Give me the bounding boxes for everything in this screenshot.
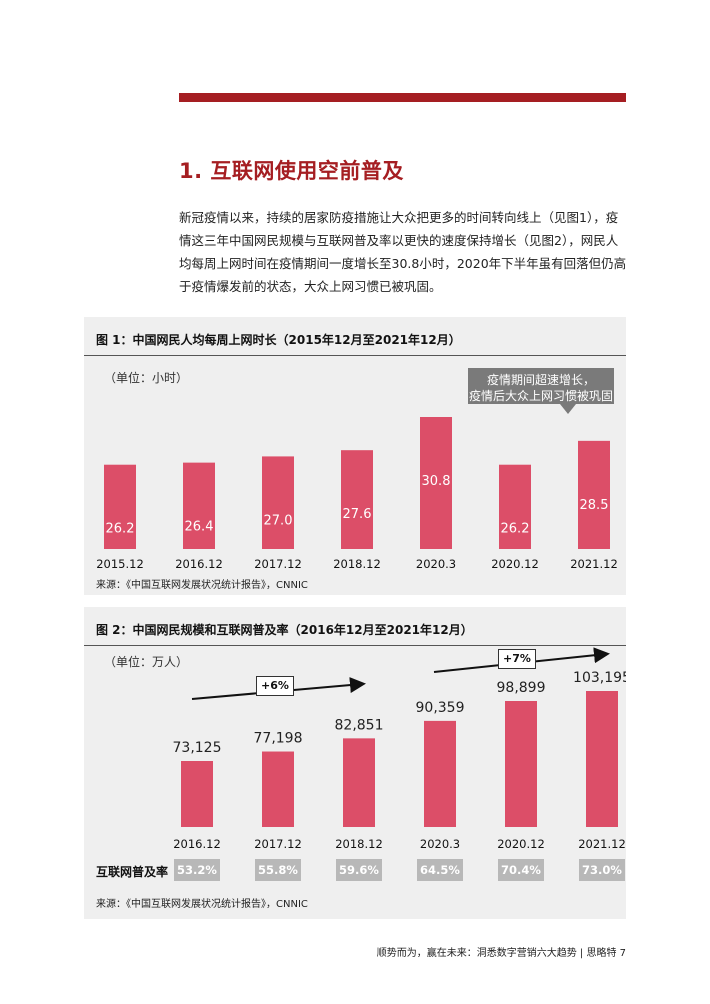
bar-2016.12 [181,761,213,827]
value-label: 82,851 [335,717,384,733]
intro-paragraph: 新冠疫情以来，持续的居家防疫措施让大众把更多的时间转向线上（见图1），疫情这三年… [179,210,627,294]
category-label: 2020.3 [420,837,460,851]
bar-2020.12 [505,701,537,827]
value-label: 103,195 [573,670,626,686]
category-label: 2018.12 [333,557,381,571]
growth-badge-1: +6% [256,676,294,696]
value-label: 73,125 [173,740,222,756]
figure-1-divider [84,355,626,356]
callout-line-1: 疫情期间超速增长， [486,373,595,387]
figure-1-panel: 图 1：中国网民人均每周上网时长（2015年12月至2021年12月） （单位：… [84,317,626,595]
bar-2015.12 [104,464,136,549]
bar-2018.12 [343,738,375,827]
penetration-rate-badge: 59.6% [336,859,382,881]
bar-2020.3 [420,417,452,549]
figure-2-panel: 图 2：中国网民规模和互联网普及率（2016年12月至2021年12月） （单位… [84,607,626,919]
value-label: 28.5 [580,498,609,513]
bar-2020.12 [499,464,531,549]
figure-2-unit: （单位：万人） [104,655,189,669]
value-label: 98,899 [497,680,546,696]
value-label: 27.6 [343,507,372,522]
value-label: 30.8 [422,474,451,489]
value-label: 26.4 [185,520,214,535]
figure-2-bar-chart: 73,125 2016.12 77,198 2017.12 82,851 2018.12 9… [173,647,626,851]
category-label: 2020.12 [491,557,539,571]
penetration-rate-badge: 53.2% [174,859,220,881]
figure-1-title: 图 1：中国网民人均每周上网时长（2015年12月至2021年12月） [96,333,461,347]
penetration-rate-badge: 55.8% [255,859,301,881]
callout-line-2: 疫情后大众上网习惯被巩固 [468,389,613,403]
page-footer: 顺势而为，赢在未来：洞悉数字营销六大趋势 | 思略特 7 [376,948,626,959]
bar-2017.12 [262,456,294,549]
bar-2018.12 [341,450,373,549]
value-label: 26.2 [106,522,135,537]
section-title: 1. 互联网使用空前普及 [179,159,404,183]
value-label: 26.2 [501,522,530,537]
category-label: 2018.12 [335,837,383,851]
penetration-rate-label: 互联网普及率 [96,865,169,879]
category-label: 2021.12 [570,557,618,571]
penetration-rate-badge: 70.4% [498,859,544,881]
bar-2021.12 [578,440,610,549]
category-label: 2021.12 [578,837,626,851]
value-label: 27.0 [264,513,293,528]
bar-2017.12 [262,751,294,827]
figure-1-unit: （单位：小时） [104,371,189,385]
category-label: 2020.12 [497,837,545,851]
penetration-rate-badge: 73.0% [579,859,625,881]
growth-badge-2: +7% [498,649,536,669]
penetration-rate-badge: 64.5% [417,859,463,881]
figure-1-source: 来源：《中国互联网发展状况统计报告》，CNNIC [96,580,308,591]
category-label: 2020.3 [416,557,456,571]
figure-2-title: 图 2：中国网民规模和互联网普及率（2016年12月至2021年12月） [96,623,473,637]
category-label: 2017.12 [254,837,302,851]
figure-1-bar-chart: 26.2 2015.12 26.4 2016.12 27.0 2017.12 27.6 201… [96,417,618,571]
figure-1-callout: 疫情期间超速增长， 疫情后大众上网习惯被巩固 [468,368,614,404]
category-label: 2015.12 [96,557,144,571]
header-accent-bar [179,93,626,102]
bar-2021.12 [586,691,618,827]
category-label: 2017.12 [254,557,302,571]
category-label: 2016.12 [173,837,221,851]
callout-pointer [560,404,576,414]
category-label: 2016.12 [175,557,223,571]
figure-2-source: 来源：《中国互联网发展状况统计报告》，CNNIC [96,899,308,910]
figure-2-divider [84,645,626,646]
bar-2020.3 [424,720,456,827]
bar-2016.12 [183,462,215,549]
value-label: 77,198 [254,731,303,747]
value-label: 90,359 [416,700,465,716]
